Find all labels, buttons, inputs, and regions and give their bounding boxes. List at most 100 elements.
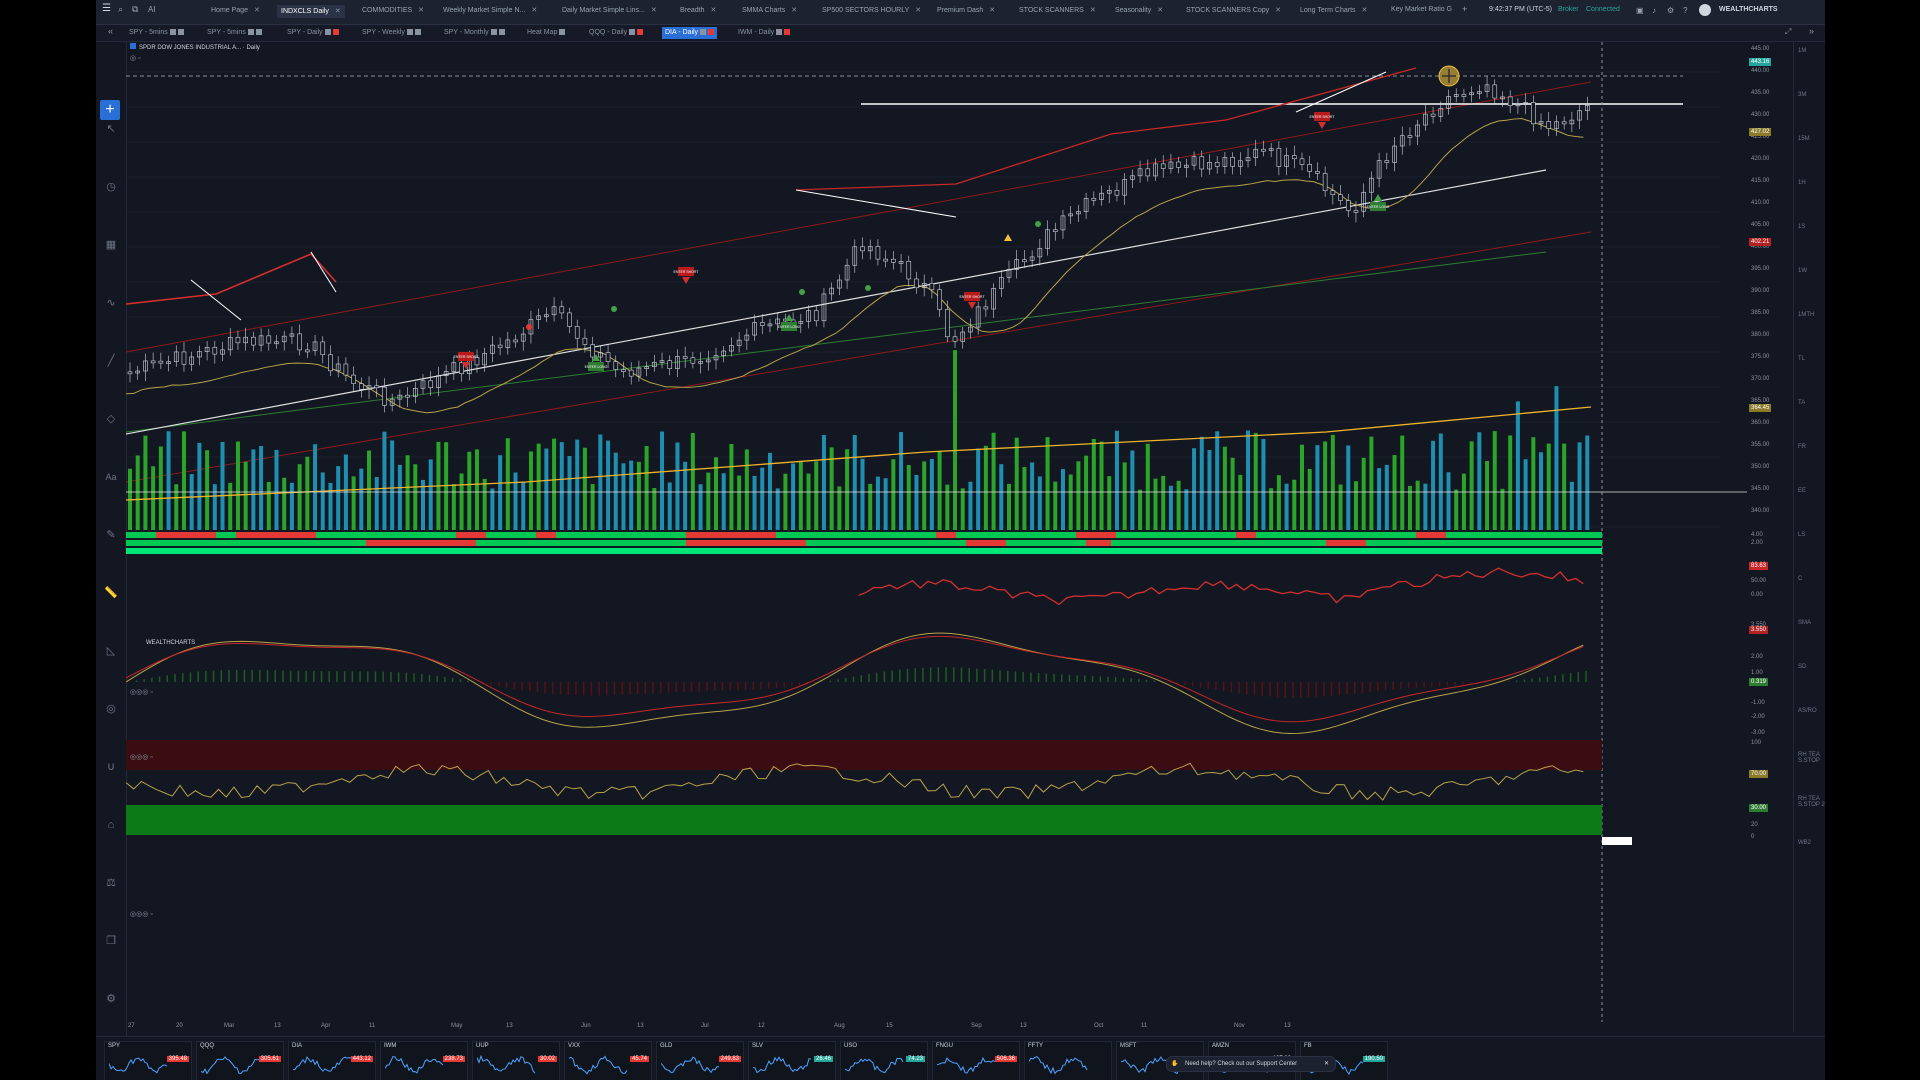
minichart-uup[interactable]: UUP 30.02: [472, 1041, 560, 1080]
trend-icon[interactable]: ∿: [106, 297, 116, 309]
price-axis[interactable]: 445.00 440.00 435.00 430.00 425.00 420.00 415.…: [1747, 42, 1793, 1032]
candle-body: [320, 341, 326, 355]
tab-sp500-sectors[interactable]: SP500 SECTORS HOURLY ✕: [822, 7, 922, 14]
shortcut-ee[interactable]: EE: [1798, 488, 1807, 494]
histogram-bar: [513, 682, 516, 689]
shortcut-tl[interactable]: TL: [1798, 356, 1806, 362]
minichart-ffty[interactable]: FFTY: [1024, 1041, 1112, 1080]
subtab-dia-daily[interactable]: DIA - Daily: [662, 27, 718, 39]
tab-breadth[interactable]: Breadth ✕: [680, 7, 717, 14]
settings-icon[interactable]: ⚙: [106, 993, 116, 1005]
shortcut-rh-tea-s-stop[interactable]: RH TEA S.STOP: [1798, 752, 1820, 764]
shortcut-3m[interactable]: 3M: [1798, 92, 1807, 98]
subtab-spy-monthly[interactable]: SPY - Monthly: [444, 29, 505, 36]
layout-icon[interactable]: ⧉: [132, 4, 139, 14]
shortcut-sma[interactable]: SMA: [1798, 620, 1812, 626]
tab-stock-scanners-copy[interactable]: STOCK SCANNERS Copy ✕: [1186, 7, 1281, 14]
shortcut-15m[interactable]: 15M: [1798, 136, 1810, 142]
tab-seasonality[interactable]: Seasonality ✕: [1115, 7, 1164, 14]
tab-premium-dash[interactable]: Premium Dash ✕: [937, 7, 996, 14]
minichart-fngu[interactable]: FNGU 506.36: [932, 1041, 1020, 1080]
gear-icon[interactable]: ⚙: [1667, 6, 1675, 15]
tab-long-term-charts[interactable]: Long Term Charts ✕: [1300, 7, 1368, 14]
shortcut-ta[interactable]: TA: [1798, 400, 1806, 406]
time-axis[interactable]: 27 20 Mar 13 Apr 11 May 13 Jun 13 Jul 12 Aug 15 Sep 13 O…: [126, 1022, 1747, 1032]
add-drawing-button[interactable]: +: [100, 100, 120, 120]
tab-indxcls-daily[interactable]: INDXCLS Daily ✕: [277, 5, 345, 18]
tab-daily-market[interactable]: Daily Market Simple Lins... ✕: [562, 7, 657, 14]
shortcut-1h[interactable]: 1H: [1798, 180, 1806, 186]
text-tool-icon[interactable]: Aa: [105, 472, 117, 482]
shortcut-rh-tea-s-stop-2[interactable]: RH TEA S.STOP 2: [1798, 796, 1825, 808]
tab-weekly-market[interactable]: Weekly Market Simple N... ✕: [443, 7, 538, 14]
pane-controls-3[interactable]: ◎◎◎ ▫: [130, 754, 153, 761]
tab-home-page[interactable]: Home Page ✕: [211, 7, 260, 14]
save-icon[interactable]: ▣: [1636, 6, 1644, 15]
minichart-gld[interactable]: GLD 249.83: [656, 1041, 744, 1080]
minichart-slv[interactable]: SLV 26.46: [748, 1041, 836, 1080]
minichart-msft[interactable]: MSFT: [1116, 1041, 1204, 1080]
minichart-spy[interactable]: SPY 395.48: [104, 1041, 192, 1080]
subtab-iwm-daily[interactable]: IWM - Daily: [738, 29, 791, 36]
shortcut-wb2[interactable]: WB2: [1798, 840, 1812, 846]
cursor-icon[interactable]: ↖: [106, 123, 116, 135]
shortcut-1s[interactable]: 1S: [1798, 224, 1806, 230]
measure-icon[interactable]: ◺: [106, 645, 116, 657]
search-icon[interactable]: ⌕: [118, 4, 124, 14]
bell-icon[interactable]: ♪: [1652, 6, 1656, 15]
ai-icon[interactable]: AI: [148, 5, 156, 14]
tab-smma-charts[interactable]: SMMA Charts ✕: [742, 7, 798, 14]
help-icon[interactable]: ?: [1683, 6, 1688, 15]
broker-status[interactable]: Broker: [1558, 6, 1579, 13]
histogram-bar: [1315, 682, 1317, 697]
add-tab-icon[interactable]: +: [1462, 4, 1468, 14]
pane-controls-main[interactable]: ◎ ▫: [130, 55, 141, 62]
ruler-icon[interactable]: 📏: [104, 587, 118, 599]
minichart-iwm[interactable]: IWM 238.73: [380, 1041, 468, 1080]
shortcut-as-ro[interactable]: AS/RO: [1798, 708, 1817, 714]
menu-icon[interactable]: ☰: [102, 3, 111, 14]
minichart-dia[interactable]: DIA 443.12: [288, 1041, 376, 1080]
eye-icon[interactable]: ◎: [106, 703, 116, 715]
subtab-spy-daily[interactable]: SPY - Daily: [287, 29, 339, 36]
subtab-qqq-daily[interactable]: QQQ - Daily: [589, 29, 644, 36]
line-tool-icon[interactable]: ╱: [107, 355, 115, 367]
shortcut-c[interactable]: C: [1798, 576, 1803, 582]
volume-bar: [1330, 434, 1335, 530]
subtab-spy-5mins-2[interactable]: SPY - 5mins: [207, 29, 262, 36]
tab-stock-scanners[interactable]: STOCK SCANNERS ✕: [1019, 7, 1096, 14]
collapse-left-icon[interactable]: «: [108, 26, 114, 36]
subtab-heat-map[interactable]: Heat Map: [527, 29, 566, 36]
shortcut-ls[interactable]: LS: [1798, 532, 1806, 538]
minichart-uso[interactable]: USO 74.23: [840, 1041, 928, 1080]
shortcut-1m[interactable]: 1M: [1798, 48, 1807, 54]
pencil-icon[interactable]: ✎: [106, 529, 116, 541]
magnet-icon[interactable]: ∪: [106, 761, 116, 773]
price-chart[interactable]: ENTER SHORT ENTER LONG ENTER SHORT ENTER LO…: [126, 42, 1747, 1022]
shortcut-1w[interactable]: 1W: [1798, 268, 1807, 274]
lock-icon[interactable]: ⌂: [107, 819, 115, 831]
support-toast[interactable]: ✋ Need help? Check out our Support Cente…: [1166, 1056, 1336, 1072]
collapse-right-icon[interactable]: »: [1809, 26, 1815, 36]
tab-commodities[interactable]: COMMODITIES ✕: [362, 7, 425, 14]
subtab-spy-weekly[interactable]: SPY - Weekly: [362, 29, 421, 36]
shortcut-sd[interactable]: SD: [1798, 664, 1807, 670]
histogram-bar: [914, 668, 916, 682]
pane-controls-4[interactable]: ◎◎◎ ▫: [130, 911, 153, 918]
tab-key-market-ratio[interactable]: Key Market Ratio G: [1391, 6, 1453, 13]
close-icon[interactable]: ✕: [1323, 1061, 1329, 1067]
subtab-spy-5mins[interactable]: SPY - 5mins: [129, 29, 184, 36]
shapes-icon[interactable]: ◇: [106, 413, 116, 425]
clock-icon[interactable]: ◷: [106, 181, 116, 193]
avatar[interactable]: [1699, 4, 1711, 16]
histogram-bar: [220, 670, 223, 682]
minichart-qqq[interactable]: QQQ 305.61: [196, 1041, 284, 1080]
shortcut-1mth[interactable]: 1MTH: [1798, 312, 1815, 318]
shortcut-fr[interactable]: FR: [1798, 444, 1806, 450]
layers-icon[interactable]: ❐: [106, 935, 116, 947]
minichart-vxx[interactable]: VXX 45.74: [564, 1041, 652, 1080]
scale-icon[interactable]: ⚖: [106, 877, 116, 889]
calendar-icon[interactable]: ▦: [105, 239, 117, 251]
pane-controls-2[interactable]: ◎◎◎ ▫: [130, 689, 153, 696]
expand-icon[interactable]: ⤢: [1785, 27, 1792, 36]
